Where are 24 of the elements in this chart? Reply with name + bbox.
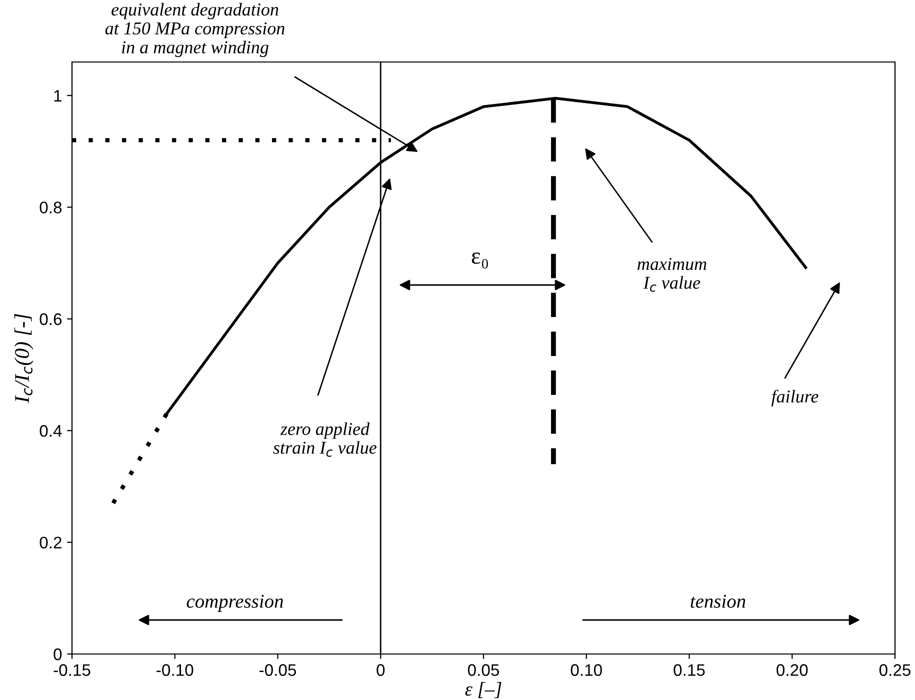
x-tick-label: 0.15 [674, 664, 705, 676]
y-tick-label: 0 [54, 648, 62, 660]
x-axis-title: ε [–] [465, 682, 502, 698]
x-tick-label: 0.05 [468, 664, 500, 676]
x-tick-label: 0.25 [879, 664, 911, 676]
y-tick-label: 0.8 [40, 202, 62, 214]
annotation: zero applied strain I$_{c}$ value [273, 422, 376, 457]
text: equivalent degradation at 150 MPa compression in a magnet winding [105, 2, 284, 58]
x-tick-label: 0.10 [570, 664, 602, 676]
annotation: compression [186, 594, 283, 612]
y-axis-title: I$_{c}$/I$_{c}$(0) [-] [14, 314, 34, 404]
x-tick-label: -0.05 [259, 664, 296, 676]
y-tick-label: 0.2 [40, 536, 62, 549]
annotation: maximum I$_{c}$ value [638, 258, 706, 292]
x-tick-label: -0.10 [156, 664, 194, 676]
x-tick-label: 0.20 [776, 664, 808, 676]
x-tick-label: 0 [376, 664, 385, 676]
annotation: failure [771, 390, 818, 406]
y-tick-label: 0.6 [40, 313, 62, 326]
y-tick-label: 1 [54, 90, 62, 102]
y-tick-label: 0.4 [40, 425, 62, 437]
x-tick-label: -0.15 [54, 664, 90, 676]
annotation: tension [690, 594, 746, 608]
annotation: ε₀ [472, 252, 488, 269]
